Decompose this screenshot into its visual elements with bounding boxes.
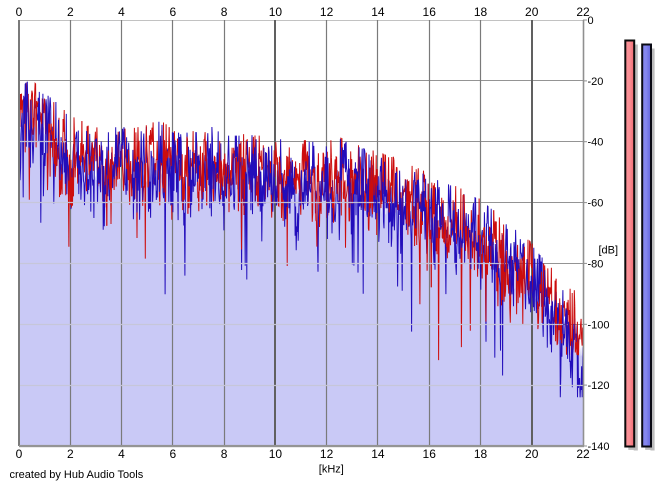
- svg-text:0: 0: [588, 15, 594, 27]
- svg-text:18: 18: [474, 5, 488, 19]
- svg-text:22: 22: [576, 447, 590, 461]
- svg-text:6: 6: [169, 447, 176, 461]
- svg-text:-60: -60: [588, 198, 604, 210]
- svg-text:10: 10: [269, 447, 283, 461]
- svg-text:-140: -140: [588, 441, 610, 453]
- svg-text:8: 8: [221, 5, 228, 19]
- svg-text:0: 0: [16, 5, 23, 19]
- svg-text:4: 4: [118, 5, 125, 19]
- svg-text:10: 10: [269, 5, 283, 19]
- svg-text:2: 2: [67, 447, 74, 461]
- svg-text:4: 4: [118, 447, 125, 461]
- svg-text:8: 8: [221, 447, 228, 461]
- svg-text:16: 16: [423, 447, 437, 461]
- svg-text:12: 12: [320, 5, 334, 19]
- svg-text:6: 6: [169, 5, 176, 19]
- svg-text:[dB]: [dB]: [599, 245, 619, 257]
- svg-text:2: 2: [67, 5, 74, 19]
- svg-text:14: 14: [371, 447, 385, 461]
- svg-text:-80: -80: [588, 258, 604, 270]
- svg-text:20: 20: [525, 5, 539, 19]
- svg-text:[kHz]: [kHz]: [319, 464, 344, 476]
- svg-text:22: 22: [576, 5, 590, 19]
- svg-text:created by Hub Audio Tools: created by Hub Audio Tools: [10, 469, 144, 481]
- svg-text:18: 18: [474, 447, 488, 461]
- svg-text:0: 0: [16, 447, 23, 461]
- svg-text:12: 12: [320, 447, 334, 461]
- svg-text:14: 14: [371, 5, 385, 19]
- svg-text:-120: -120: [588, 380, 610, 392]
- svg-text:-40: -40: [588, 137, 604, 149]
- svg-text:20: 20: [525, 447, 539, 461]
- svg-text:-100: -100: [588, 319, 610, 331]
- svg-text:-20: -20: [588, 76, 604, 88]
- svg-text:16: 16: [423, 5, 437, 19]
